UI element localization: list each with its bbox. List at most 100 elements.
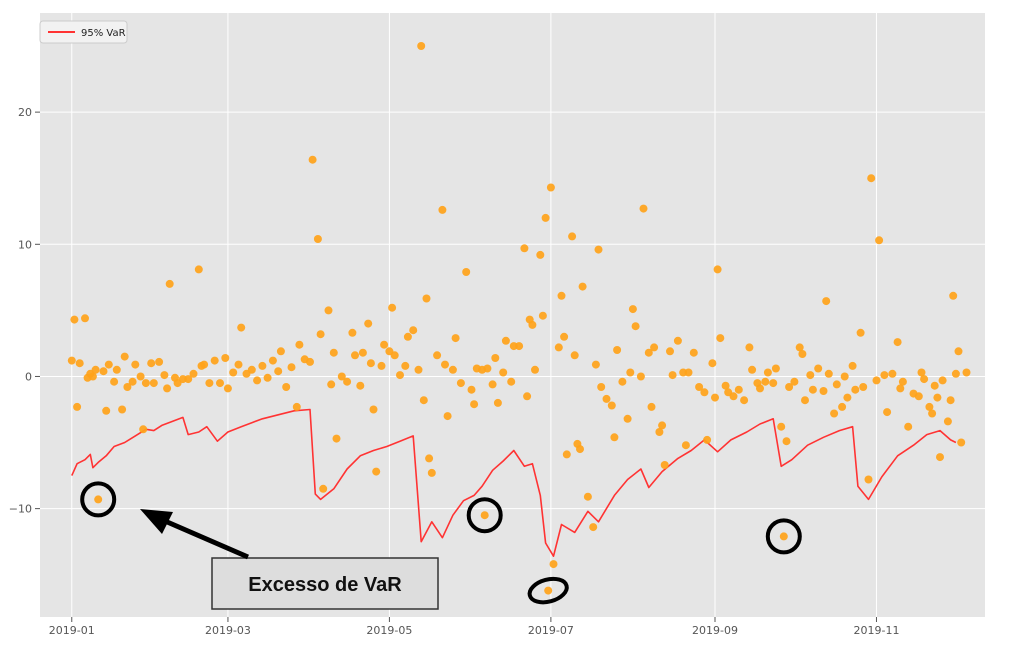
return-point <box>544 586 553 595</box>
return-point <box>597 383 606 391</box>
returns-points-layer <box>67 42 971 595</box>
return-point <box>795 343 804 352</box>
return-point <box>189 369 198 378</box>
return-point <box>954 347 963 356</box>
x-tick-label: 2019-01 <box>49 624 95 637</box>
return-point <box>70 315 79 324</box>
return-point <box>520 244 529 253</box>
return-point <box>295 340 304 349</box>
return-point <box>276 347 285 356</box>
return-point <box>914 392 923 401</box>
return-point <box>851 385 860 394</box>
return-point <box>673 336 682 345</box>
return-point <box>433 351 442 360</box>
return-point <box>456 379 465 388</box>
return-point <box>962 368 971 377</box>
return-point <box>798 350 807 358</box>
exceedance-circle <box>80 481 117 518</box>
return-point <box>425 454 434 463</box>
var-line-layer <box>71 408 957 558</box>
return-point <box>943 417 952 426</box>
return-point <box>557 291 566 300</box>
return-point <box>888 369 897 378</box>
return-point <box>925 402 934 411</box>
return-point <box>396 371 404 380</box>
return-point <box>377 361 386 370</box>
y-tick-label: 0 <box>25 370 32 383</box>
return-point <box>258 361 267 370</box>
return-point <box>419 396 428 405</box>
return-point <box>541 213 550 222</box>
return-point <box>848 361 857 370</box>
return-point <box>155 357 164 366</box>
return-point <box>390 351 399 360</box>
exceedance-highlights <box>80 481 802 605</box>
return-point <box>578 282 587 291</box>
return-point <box>73 402 82 411</box>
return-point <box>628 305 637 314</box>
return-point <box>287 363 296 372</box>
return-point <box>380 340 389 349</box>
return-point <box>441 360 449 369</box>
return-point <box>324 306 333 315</box>
return-point <box>366 359 375 368</box>
return-point <box>123 383 132 391</box>
return-point <box>216 379 224 388</box>
return-point <box>308 155 317 164</box>
return-point <box>348 328 357 337</box>
return-point <box>149 379 158 388</box>
return-point <box>409 326 418 335</box>
return-point <box>822 297 831 306</box>
return-point <box>403 332 412 341</box>
return-point <box>528 320 537 329</box>
return-point <box>644 348 653 357</box>
return-point <box>507 377 516 386</box>
return-point <box>867 174 876 183</box>
exceedance-circle <box>466 497 503 534</box>
return-point <box>327 380 336 389</box>
return-point <box>337 372 346 381</box>
return-point <box>136 372 145 381</box>
return-point <box>748 365 757 374</box>
return-point <box>319 484 328 493</box>
return-point <box>716 334 725 343</box>
return-point <box>838 402 847 411</box>
return-point <box>438 205 447 214</box>
return-point <box>483 364 492 373</box>
return-point <box>777 422 786 431</box>
exceedance-circle <box>527 576 569 605</box>
return-point <box>282 383 291 391</box>
return-point <box>221 354 230 362</box>
return-point <box>790 377 799 386</box>
return-point <box>930 381 939 390</box>
return-point <box>75 359 84 368</box>
x-tick-label: 2019-11 <box>853 624 899 637</box>
return-point <box>99 367 108 376</box>
return-point <box>729 392 738 401</box>
return-point <box>896 384 905 393</box>
callout: Excesso de VaR <box>140 509 439 610</box>
return-point <box>470 400 479 409</box>
return-point <box>721 381 730 390</box>
return-point <box>147 359 156 368</box>
return-point <box>427 468 436 477</box>
return-point <box>351 351 359 360</box>
return-point <box>554 343 563 352</box>
return-point <box>531 365 539 374</box>
return-point <box>88 372 97 381</box>
return-point <box>332 434 341 443</box>
return-point <box>165 279 174 288</box>
return-point <box>491 354 500 362</box>
return-point <box>184 375 193 384</box>
x-tick-label: 2019-03 <box>205 624 251 637</box>
return-point <box>422 294 431 303</box>
return-point <box>488 380 497 389</box>
return-point <box>329 348 338 357</box>
return-point <box>583 492 592 501</box>
return-point <box>864 475 873 484</box>
return-point <box>67 356 76 365</box>
return-point <box>658 421 667 430</box>
x-tick-label: 2019-07 <box>528 624 574 637</box>
return-point <box>274 367 283 376</box>
